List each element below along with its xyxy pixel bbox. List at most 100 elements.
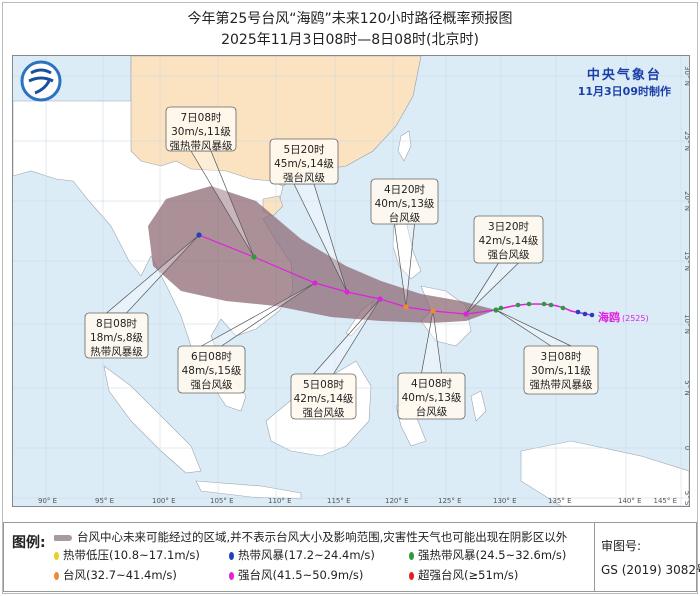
map-area: 3日08时 30m/s,11级 强热带风暴级 3日20时 42m/s,14级 强台风级 4日… (12, 55, 690, 507)
label-box-frame (370, 178, 439, 225)
audit-label: 审图号: (601, 539, 642, 553)
past-track-point (541, 301, 547, 307)
legend-item: 热带低压(10.8~17.1m/s) (54, 547, 200, 563)
lat-tick-label: 20° N (683, 191, 689, 211)
forecast-grade: 强台风级 (283, 171, 325, 184)
map-svg: 3日08时30m/s,11级强热带风暴级3日20时42m/s,14级强台风级4日… (13, 56, 689, 506)
past-track-point (575, 309, 581, 315)
past-track-point (526, 301, 532, 307)
forecast-grade: 强热带风暴级 (530, 378, 593, 391)
lat-tick-label: 15° N (683, 251, 689, 271)
java (195, 480, 302, 500)
label-box-frame (84, 312, 149, 359)
forecast-point[interactable] (344, 289, 350, 295)
past-track-point (582, 311, 588, 317)
lat-tick-label: 5° S (683, 491, 689, 506)
forecast-point[interactable] (403, 304, 409, 310)
cone-description: 台风中心未来可能经过的区域,并不表示台风大小及影响范围,灾害性天气也可能出现在阴… (77, 530, 568, 544)
label-box-frame (165, 106, 237, 152)
sumatra (103, 365, 202, 474)
forecast-time: 5日08时 (303, 379, 345, 391)
forecast-point[interactable] (312, 280, 318, 286)
forecast-time: 4日08时 (411, 378, 453, 390)
forecast-wind: 40m/s,13级 (402, 392, 462, 404)
legend-item: 台风(32.7~41.4m/s) (54, 567, 177, 583)
forecast-grade: 热带风暴级 (90, 345, 143, 358)
label-box-frame (523, 345, 599, 395)
legend-label: 图例: (12, 535, 46, 551)
forecast-grade: 强台风级 (488, 248, 530, 261)
past-track-point (589, 312, 595, 318)
map-subtitle: 2025年11月3日08时—8日08时(北京时) (221, 32, 479, 48)
legend-item: 强台风(41.5~50.9m/s) (229, 567, 363, 583)
lat-tick-label: 30° N (683, 66, 689, 86)
forecast-point[interactable] (196, 232, 202, 238)
past-track-point (560, 305, 566, 311)
issued-time: 11月3日09时制作 (577, 85, 671, 98)
lon-tick-label: 140° E (618, 497, 642, 505)
forecast-grade: 台风级 (416, 405, 448, 418)
forecast-grade: 强台风级 (303, 406, 345, 419)
audit-number: GS (2019) 3082号 (601, 563, 700, 577)
forecast-point[interactable] (463, 311, 469, 317)
issuer-name: 中央气象台 (586, 68, 662, 83)
forecast-point[interactable] (493, 307, 499, 313)
forecast-wind: 42m/s,14级 (479, 235, 539, 247)
forecast-time: 5日20时 (283, 144, 325, 156)
legend-item-label: 热带低压(10.8~17.1m/s) (63, 548, 200, 562)
label-box-frame (473, 215, 544, 264)
legend-item: 热带风暴(17.2~24.4m/s) (229, 547, 375, 563)
map-title: 今年第25号台风“海鸥”未来120小时路径概率预报图 (187, 11, 513, 27)
intensity-dot-icon (229, 571, 234, 580)
legend-item-label: 热带风暴(17.2~24.4m/s) (238, 548, 375, 562)
legend-item-label: 台风(32.7~41.4m/s) (63, 568, 177, 582)
past-track-point (548, 302, 554, 308)
audit-box: 审图号: GS (2019) 3082号 (594, 523, 700, 591)
forecast-point[interactable] (377, 296, 383, 302)
intensity-dot-icon (409, 551, 414, 560)
lon-tick-label: 135° E (548, 497, 572, 505)
forecast-time: 8日08时 (96, 318, 138, 330)
forecast-time: 3日08时 (540, 351, 582, 363)
cone-swatch-icon (54, 534, 72, 541)
legend-item-label: 超强台风(≥51m/s) (418, 568, 519, 582)
forecast-wind: 30m/s,11级 (531, 365, 591, 377)
leader-lines (105, 150, 572, 375)
typhoon-name: 海鸥 (598, 310, 620, 324)
forecast-wind: 18m/s,8级 (90, 332, 144, 344)
label-box-frame (177, 345, 246, 394)
intensity-dot-icon (54, 551, 59, 560)
past-points (498, 301, 595, 318)
forecast-wind: 30m/s,11级 (171, 126, 231, 138)
label-box-frame (397, 372, 466, 420)
forecast-time: 3日20时 (488, 221, 530, 233)
lon-tick-label: 115° E (327, 497, 351, 505)
forecast-wind: 45m/s,14级 (274, 158, 334, 170)
legend-item-label: 强热带风暴(24.5~32.6m/s) (418, 548, 567, 562)
lon-tick-label: 145° E (653, 497, 677, 505)
legend-item-label: 强台风(41.5~50.9m/s) (238, 568, 364, 582)
lon-tick-label: 95° E (95, 497, 114, 505)
forecast-point[interactable] (251, 254, 257, 260)
lon-tick-label: 90° E (38, 497, 57, 505)
cma-logo (20, 60, 62, 102)
forecast-points (196, 232, 499, 317)
lon-tick-label: 110° E (268, 497, 292, 505)
forecast-time: 7日08时 (180, 112, 222, 124)
issuer: 中央气象台 11月3日09时制作 (578, 64, 671, 99)
probability-cone (148, 186, 496, 323)
forecast-point[interactable] (430, 308, 436, 314)
forecast-grade: 强热带风暴级 (170, 139, 233, 152)
forecast-time: 6日08时 (191, 351, 233, 363)
forecast-wind: 42m/s,14级 (294, 393, 354, 405)
lat-tick-label: 10° N (683, 314, 689, 334)
leader-line (495, 309, 572, 347)
